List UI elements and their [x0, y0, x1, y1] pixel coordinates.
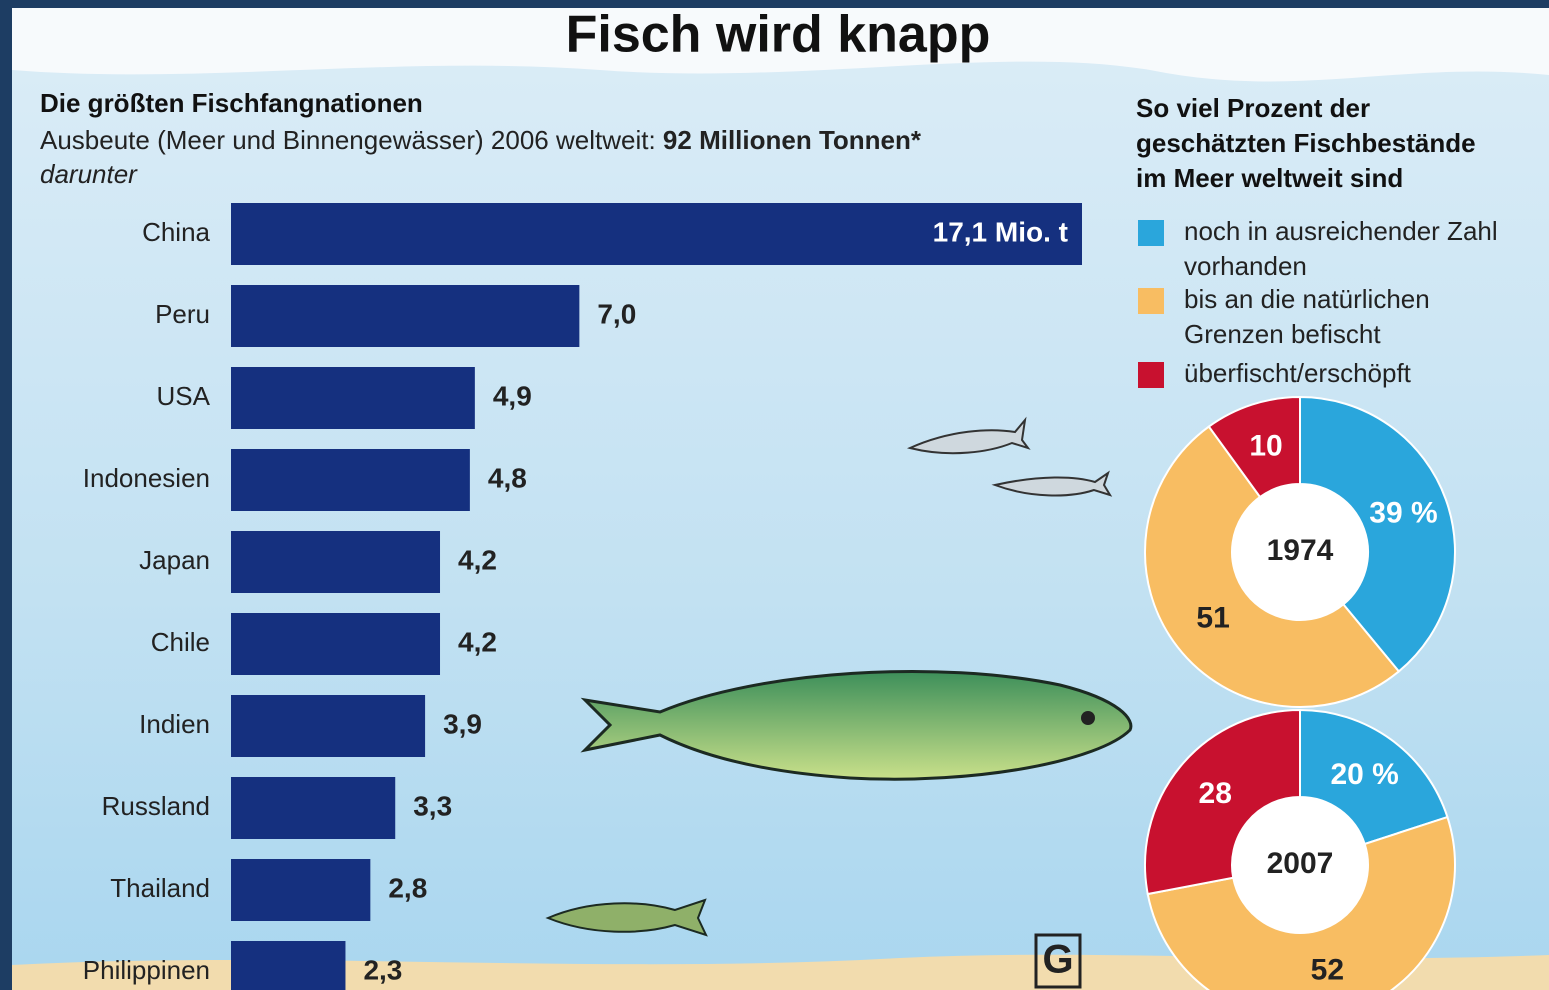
segment-label: 20 %: [1330, 758, 1398, 791]
donut-year: 2007: [1267, 847, 1334, 880]
legend-swatch: [1138, 288, 1164, 314]
subtitle-text: Ausbeute (Meer und Binnengewässer) 2006 …: [40, 125, 656, 155]
bar: [231, 859, 370, 921]
bar: [231, 449, 470, 511]
bar-note: darunter: [40, 159, 138, 189]
legend-label: bis an die natürlichen Grenzen befischt: [1184, 282, 1504, 352]
bar: [231, 367, 475, 429]
subtitle-emphasis: 92 Millionen Tonnen*: [663, 125, 922, 155]
value-label: 2,3: [363, 954, 402, 985]
bar: [231, 777, 395, 839]
bar: [231, 531, 440, 593]
segment-label: 10: [1249, 429, 1282, 462]
bar-subtitle: Ausbeute (Meer und Binnengewässer) 2006 …: [40, 125, 922, 155]
bar: [231, 941, 345, 990]
segment-label: 52: [1311, 953, 1344, 986]
value-label: 4,9: [493, 380, 532, 411]
value-label: 3,3: [413, 790, 452, 821]
value-label: 4,8: [488, 462, 527, 493]
segment-label: 51: [1196, 601, 1229, 634]
value-label: 7,0: [597, 298, 636, 329]
segment-label: 28: [1199, 777, 1232, 810]
category-label: Thailand: [110, 873, 210, 903]
value-label: 4,2: [458, 544, 497, 575]
category-label: Russland: [102, 791, 210, 821]
page-title: Fisch wird knapp: [566, 6, 991, 64]
segment-label: 39 %: [1369, 497, 1437, 530]
page: G Fisch wird knapp Die größten Fischfang…: [0, 0, 1549, 990]
value-label: 2,8: [388, 872, 427, 903]
bar: [231, 285, 579, 347]
donut-year: 1974: [1267, 534, 1334, 567]
logo: G: [1042, 938, 1073, 982]
category-label: Indonesien: [83, 463, 210, 493]
category-label: Chile: [151, 627, 210, 657]
legend-swatch: [1138, 362, 1164, 388]
value-label: 17,1 Mio. t: [933, 216, 1068, 247]
infographic: G Fisch wird knapp Die größten Fischfang…: [0, 0, 1549, 990]
legend-swatch: [1138, 220, 1164, 246]
category-label: Indien: [139, 709, 210, 739]
legend-label: überfischt/erschöpft: [1184, 356, 1504, 391]
category-label: USA: [157, 381, 211, 411]
category-label: China: [142, 217, 210, 247]
bar: [231, 613, 440, 675]
bar-title: Die größten Fischfangnationen: [40, 88, 423, 118]
value-label: 4,2: [458, 626, 497, 657]
value-label: 3,9: [443, 708, 482, 739]
bar: [231, 695, 425, 757]
category-label: Philippinen: [83, 955, 210, 985]
legend-label: noch in ausreichender Zahl vorhanden: [1184, 214, 1504, 284]
category-label: Peru: [155, 299, 210, 329]
category-label: Japan: [139, 545, 210, 575]
